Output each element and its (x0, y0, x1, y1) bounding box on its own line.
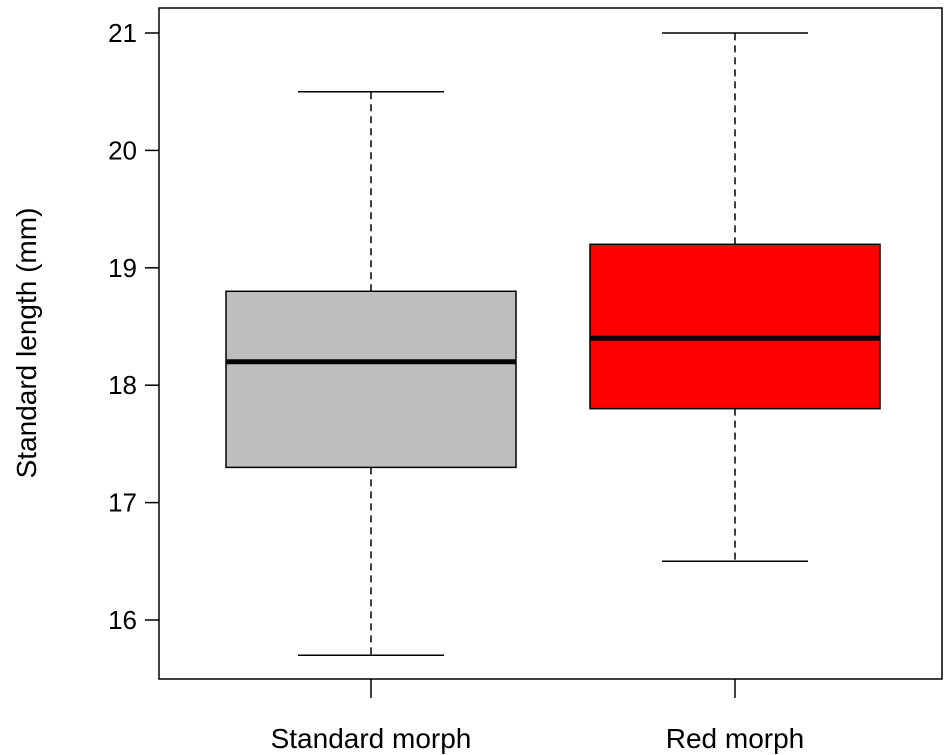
x-category-label: Red morph (666, 723, 805, 754)
box-1 (225, 90, 517, 656)
y-axis-title: Standard length (mm) (11, 208, 42, 479)
y-tick-label: 20 (108, 135, 137, 165)
y-tick-label: 21 (108, 18, 137, 48)
boxes (225, 32, 881, 656)
y-tick-label: 19 (108, 253, 137, 283)
y-axis: 16 17 18 19 20 21 (108, 18, 159, 635)
y-tick-label: 16 (108, 605, 137, 635)
x-category-label: Standard morph (271, 723, 472, 754)
plot-frame (158, 7, 943, 680)
y-tick-label: 17 (108, 488, 137, 518)
x-axis: Standard morph Red morph (271, 679, 805, 754)
y-tick-label: 18 (108, 370, 137, 400)
interquartile-box (589, 243, 881, 410)
interquartile-box (225, 290, 517, 469)
box-2 (589, 32, 881, 563)
